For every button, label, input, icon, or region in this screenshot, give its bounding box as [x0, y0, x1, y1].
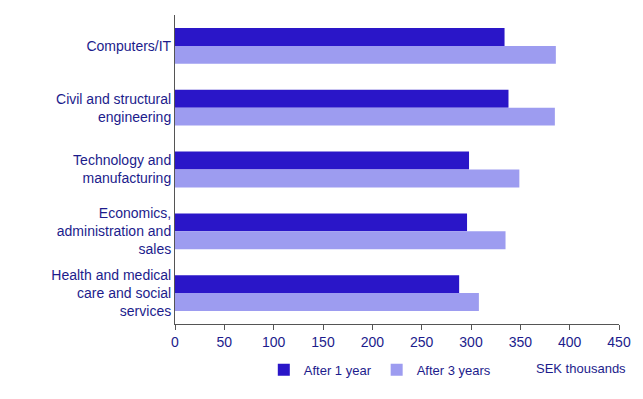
svg-text:150: 150	[311, 334, 335, 350]
svg-text:SEK thousands: SEK thousands	[536, 361, 626, 376]
svg-text:300: 300	[459, 334, 483, 350]
svg-text:Economics,administration andsa: Economics,administration andsales	[57, 205, 171, 257]
svg-text:350: 350	[509, 334, 533, 350]
svg-text:200: 200	[361, 334, 385, 350]
svg-text:Civil and structuralengineerin: Civil and structuralengineering	[56, 91, 171, 125]
svg-text:After 1 year: After 1 year	[304, 363, 372, 378]
svg-text:Computers/IT: Computers/IT	[86, 38, 171, 54]
svg-text:250: 250	[410, 334, 434, 350]
svg-text:450: 450	[607, 334, 631, 350]
svg-text:0: 0	[171, 334, 179, 350]
svg-text:Technology andmanufacturing: Technology andmanufacturing	[73, 152, 171, 186]
svg-text:Health and medicalcare and soc: Health and medicalcare and socialservice…	[51, 267, 171, 319]
svg-text:After 3 years: After 3 years	[417, 363, 491, 378]
svg-text:400: 400	[558, 334, 582, 350]
svg-text:50: 50	[217, 334, 233, 350]
svg-text:100: 100	[262, 334, 286, 350]
